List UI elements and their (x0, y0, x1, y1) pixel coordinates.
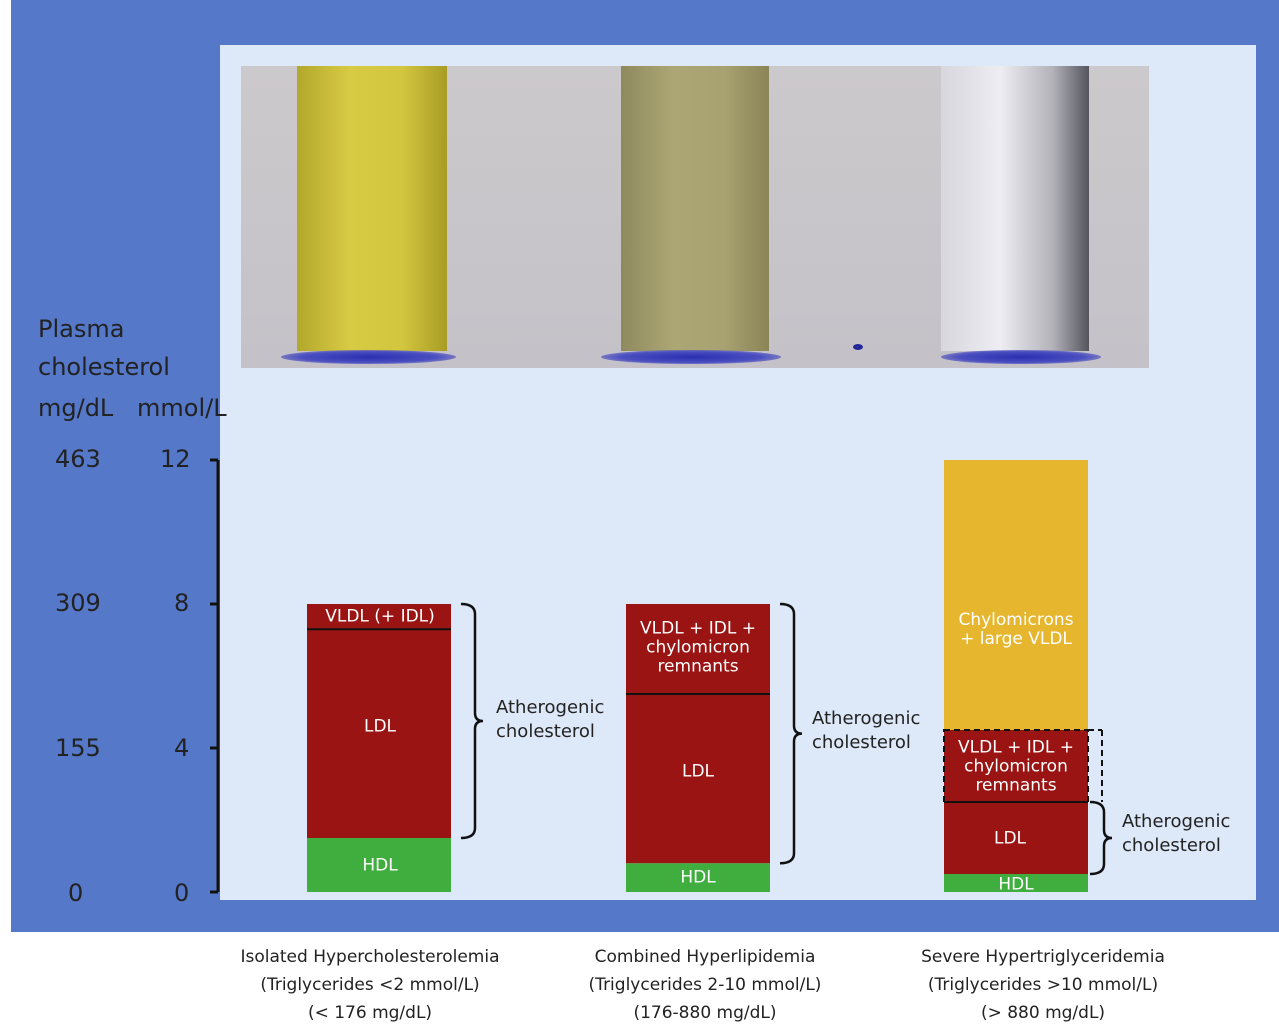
bar1-hdl-segment (307, 838, 451, 892)
y-axis-unit-mgdl: mg/dL (38, 394, 114, 422)
tube-milky (941, 66, 1089, 351)
category-3-tg-mgdl: (> 880 mg/dL) (980, 1003, 1106, 1023)
tube-base-shadow (941, 350, 1101, 364)
bar1-hdl-label: HDL (362, 855, 398, 876)
bar2-atherogenic-brace (779, 602, 803, 865)
bar2-hdl-segment (626, 863, 770, 892)
tube-base-shadow (601, 350, 781, 364)
bar1-athero-line1: Atherogenic (496, 697, 605, 718)
bar1-ldl-label: LDL (363, 716, 397, 737)
bar1-atherogenic-label: Atherogenic cholesterol (496, 696, 604, 744)
bar3-atherogenic-label: Atherogenic cholesterol (1122, 810, 1230, 858)
serum-tubes-photo (241, 66, 1149, 368)
tube-base-shadow (281, 350, 456, 364)
y-axis-unit-mmol: mmol/L (137, 394, 227, 422)
bar3-vldl-dashed-outline (943, 729, 1089, 803)
bar3-ldl-label: LDL (993, 828, 1027, 849)
tick-label-mgdl: 463 (55, 445, 101, 473)
bar3-chylo-label: Chylomicrons + large VLDL (958, 611, 1073, 649)
bar2-atherogenic-label: Atherogenic cholesterol (812, 707, 920, 755)
tick-label-mmol: 4 (174, 734, 190, 762)
tube-clear-yellow (297, 66, 447, 351)
bar1-vldl-idl-segment (307, 604, 451, 630)
bar2-vldl-line3: remnants (657, 656, 739, 677)
tube-turbid (621, 66, 769, 351)
bar3-vldl-line2: chylomicron (964, 756, 1068, 777)
bar2-vldl-label: VLDL + IDL + chylomicron remnants (640, 618, 756, 677)
bar2-ldl-label: LDL (681, 761, 715, 782)
bar3-vldl-line1: VLDL + IDL + (958, 737, 1074, 758)
bar3-chylomicrons-segment (944, 460, 1088, 730)
bar3-vldl-line3: remnants (975, 775, 1057, 796)
droplet (853, 344, 863, 350)
category-label-2: Combined Hyperlipidemia (Triglycerides 2… (589, 943, 822, 1027)
bar2-vldl-idl-segment (626, 604, 770, 694)
tick-label-mmol: 0 (174, 879, 190, 907)
bar3-athero-line2: cholesterol (1122, 835, 1221, 856)
bar3-athero-line1: Atherogenic (1122, 811, 1231, 832)
bar3-chylo-line2: + large VLDL (960, 629, 1072, 649)
bar1-atherogenic-brace (460, 602, 484, 840)
bar1-ldl-segment (307, 629, 451, 838)
bar2-vldl-line2: chylomicron (646, 637, 750, 658)
bar2-athero-line1: Atherogenic (812, 708, 921, 729)
y-axis-title-line2: cholesterol (38, 353, 170, 381)
tick-label-mgdl: 0 (68, 879, 84, 907)
tick-label-mgdl: 155 (55, 734, 101, 762)
bar3-vldl-label: VLDL + IDL + chylomicron remnants (958, 737, 1074, 796)
tick-label-mmol: 8 (174, 589, 190, 617)
bar3-hdl-label: HDL (998, 874, 1034, 895)
tick-label-mgdl: 309 (55, 589, 101, 617)
category-2-tg-mmol: (Triglycerides 2-10 mmol/L) (588, 975, 822, 995)
y-axis-title-line1: Plasma (38, 315, 125, 343)
category-1-name: Isolated Hypercholesterolemia (240, 947, 500, 967)
category-3-tg-mmol: (Triglycerides >10 mmol/L) (927, 975, 1159, 995)
category-1-tg-mmol: (Triglycerides <2 mmol/L) (260, 975, 480, 995)
bar3-atherogenic-brace (1089, 800, 1113, 876)
tick-label-mmol: 12 (160, 445, 191, 473)
bar3-hdl-segment (944, 874, 1088, 892)
category-label-3: Severe Hypertriglyceridemia (Triglycerid… (921, 943, 1165, 1027)
bar1-athero-line2: cholesterol (496, 721, 595, 742)
category-2-tg-mgdl: (176-880 mg/dL) (633, 1003, 777, 1023)
category-3-name: Severe Hypertriglyceridemia (921, 947, 1165, 967)
bar3-vldl-idl-segment (944, 730, 1088, 802)
bar2-athero-line2: cholesterol (812, 732, 911, 753)
bar2-vldl-line1: VLDL + IDL + (640, 618, 756, 639)
bar2-ldl-segment (626, 694, 770, 864)
category-label-1: Isolated Hypercholesterolemia (Triglycer… (240, 943, 499, 1027)
category-2-name: Combined Hyperlipidemia (594, 947, 816, 967)
category-1-tg-mgdl: (< 176 mg/dL) (307, 1003, 433, 1023)
bar3-chylo-line1: Chylomicrons (958, 610, 1074, 630)
bar1-vldl-label: VLDL (+ IDL) (325, 606, 435, 627)
bar3-ldl-segment (944, 802, 1088, 874)
bar2-hdl-label: HDL (680, 867, 716, 888)
